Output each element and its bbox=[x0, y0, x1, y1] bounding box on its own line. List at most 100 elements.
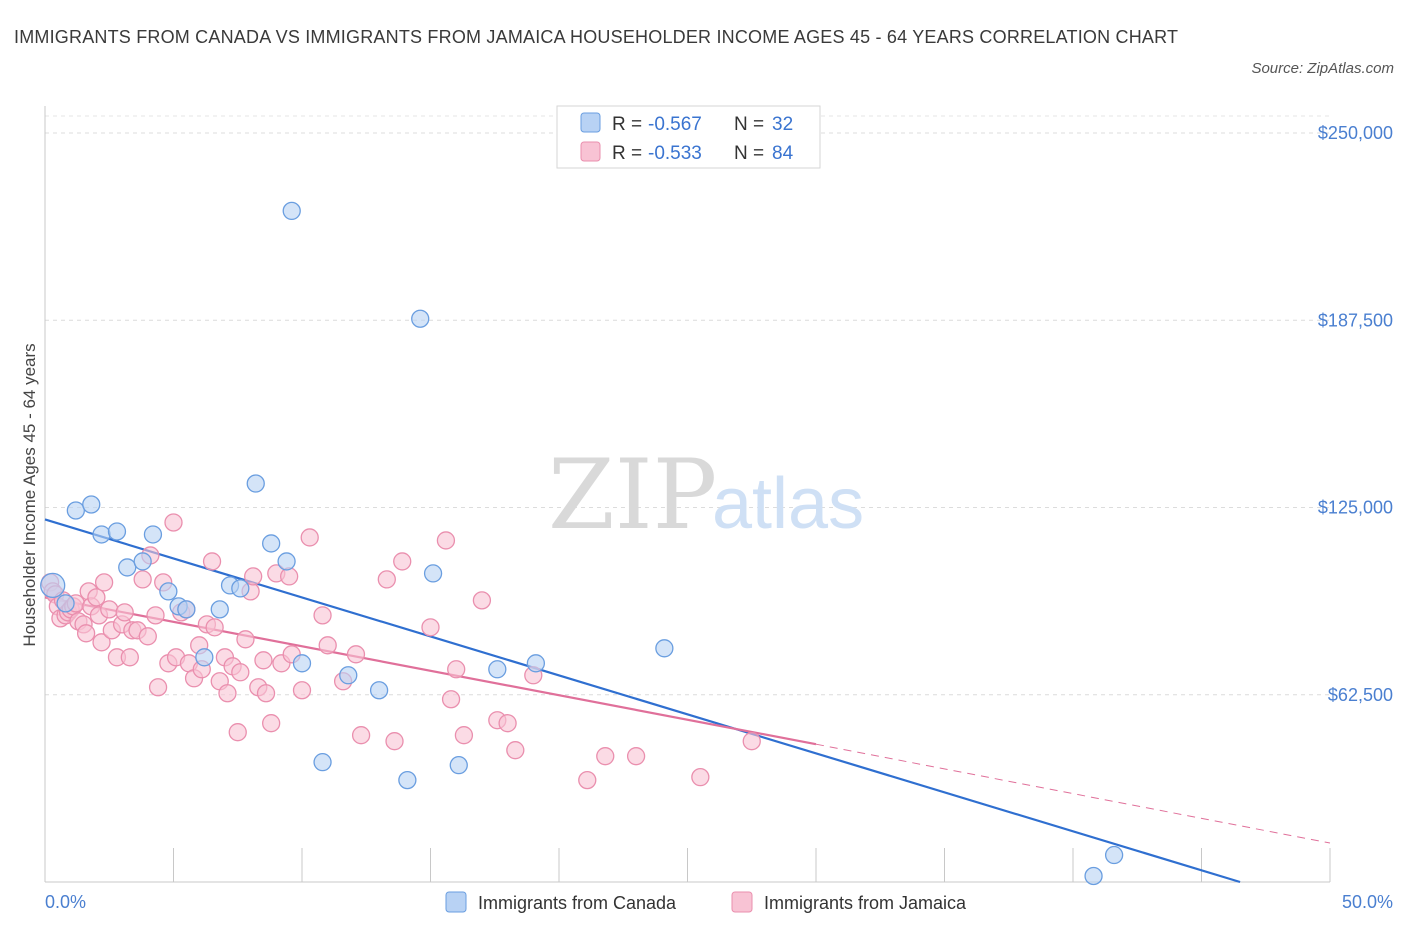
y-tick-label: $125,000 bbox=[1318, 498, 1393, 518]
jamaica-point bbox=[498, 714, 517, 733]
canada-point bbox=[423, 564, 443, 583]
canada-point bbox=[246, 474, 265, 493]
canada-point bbox=[195, 648, 214, 667]
canada-point bbox=[159, 582, 178, 601]
canada-point bbox=[369, 681, 389, 700]
canada-point bbox=[56, 594, 75, 613]
jamaica-point bbox=[472, 591, 492, 610]
jamaica-point bbox=[236, 630, 255, 649]
canada-point bbox=[1084, 866, 1103, 886]
jamaica-point bbox=[94, 573, 114, 592]
jamaica-point bbox=[148, 678, 168, 697]
jamaica-point bbox=[436, 531, 456, 550]
jamaica-point bbox=[313, 606, 332, 625]
grid-lines bbox=[45, 115, 1330, 696]
jamaica-point bbox=[205, 618, 224, 637]
jamaica-point bbox=[626, 747, 646, 766]
watermark: ZIP atlas bbox=[548, 439, 864, 551]
canada-point bbox=[133, 552, 152, 571]
data-points bbox=[40, 201, 1124, 886]
jamaica-point bbox=[506, 741, 525, 760]
jamaica-point bbox=[441, 690, 461, 709]
canada-point bbox=[231, 579, 250, 598]
series-legend-swatch-canada bbox=[445, 891, 467, 913]
jamaica-point bbox=[742, 732, 761, 751]
legend-swatch-canada bbox=[580, 112, 601, 133]
jamaica-point bbox=[218, 684, 237, 703]
jamaica-point bbox=[346, 645, 366, 664]
canada-point bbox=[655, 639, 674, 658]
legend-r-value-jamaica: -0.533 bbox=[648, 143, 702, 164]
jamaica-point bbox=[115, 603, 134, 622]
canada-point bbox=[398, 770, 417, 790]
canada-point bbox=[143, 525, 163, 544]
legend-box bbox=[556, 105, 821, 169]
jamaica-point bbox=[244, 567, 263, 586]
y-tick-label: $62,500 bbox=[1328, 685, 1393, 705]
canada-point bbox=[262, 534, 281, 553]
legend-n-value-jamaica: 84 bbox=[772, 143, 794, 164]
jamaica-point bbox=[92, 633, 111, 652]
jamaica-point bbox=[231, 663, 250, 682]
jamaica-point bbox=[164, 513, 183, 532]
chart-title: IMMIGRANTS FROM CANADA VS IMMIGRANTS FRO… bbox=[14, 27, 1179, 47]
legend-r-value-canada: -0.567 bbox=[648, 114, 702, 135]
y-tick-label: $250,000 bbox=[1318, 123, 1393, 143]
canada-point bbox=[292, 654, 312, 673]
jamaica-point bbox=[447, 660, 466, 679]
jamaica-point bbox=[578, 770, 597, 790]
legend-swatch-jamaica bbox=[580, 141, 601, 162]
jamaica-point bbox=[454, 726, 474, 745]
jamaica-point bbox=[377, 570, 396, 589]
jamaica-point bbox=[254, 651, 273, 670]
jamaica-point bbox=[292, 681, 312, 700]
correlation-legend: R = -0.567 N = 32 R = -0.533 N = 84 bbox=[556, 105, 821, 169]
jamaica-point bbox=[262, 714, 281, 733]
canada-point bbox=[210, 600, 229, 619]
jamaica-point bbox=[133, 570, 152, 589]
canada-point bbox=[177, 600, 196, 619]
legend-r-label-canada: R = bbox=[612, 114, 642, 135]
canada-point bbox=[107, 522, 127, 541]
legend-n-label-canada: N = bbox=[734, 114, 764, 135]
jamaica-point bbox=[228, 723, 247, 742]
canada-point bbox=[449, 756, 468, 775]
jamaica-point bbox=[256, 684, 276, 703]
jamaica-point bbox=[393, 552, 412, 571]
jamaica-point bbox=[120, 648, 139, 667]
series-legend: Immigrants from Canada Immigrants from J… bbox=[445, 891, 967, 913]
jamaica-point bbox=[146, 606, 165, 625]
jamaica-point bbox=[138, 627, 157, 646]
canada-point bbox=[277, 552, 296, 571]
x-tick-label-min: 0.0% bbox=[45, 892, 86, 912]
jamaica-point bbox=[76, 624, 96, 643]
jamaica-point bbox=[385, 732, 404, 751]
jamaica-point bbox=[202, 552, 222, 571]
x-tick-labels: 0.0% 50.0% bbox=[45, 892, 1393, 912]
jamaica-point bbox=[351, 726, 371, 745]
jamaica-point bbox=[421, 618, 440, 637]
jamaica-point bbox=[100, 600, 119, 619]
series-legend-swatch-jamaica bbox=[731, 891, 753, 913]
source-label: Source: ZipAtlas.com bbox=[1251, 60, 1394, 77]
series-legend-label-jamaica: Immigrants from Jamaica bbox=[764, 893, 967, 913]
trend-line-0 bbox=[44, 518, 1241, 884]
jamaica-point bbox=[691, 767, 710, 787]
canada-point bbox=[282, 201, 301, 221]
canada-point bbox=[1104, 845, 1124, 865]
legend-n-value-canada: 32 bbox=[772, 114, 793, 135]
watermark-atlas: atlas bbox=[712, 464, 864, 544]
canada-point bbox=[488, 660, 507, 679]
trend-line-1 bbox=[44, 596, 817, 746]
jamaica-point bbox=[596, 747, 615, 766]
jamaica-point bbox=[318, 636, 337, 655]
series-legend-label-canada: Immigrants from Canada bbox=[478, 893, 677, 913]
canada-point bbox=[82, 495, 101, 514]
x-tick-label-max: 50.0% bbox=[1342, 892, 1393, 912]
jamaica-point bbox=[279, 567, 299, 586]
canada-point bbox=[526, 654, 546, 673]
watermark-zip: ZIP bbox=[548, 439, 717, 551]
jamaica-point bbox=[300, 528, 319, 547]
canada-point bbox=[118, 558, 137, 577]
